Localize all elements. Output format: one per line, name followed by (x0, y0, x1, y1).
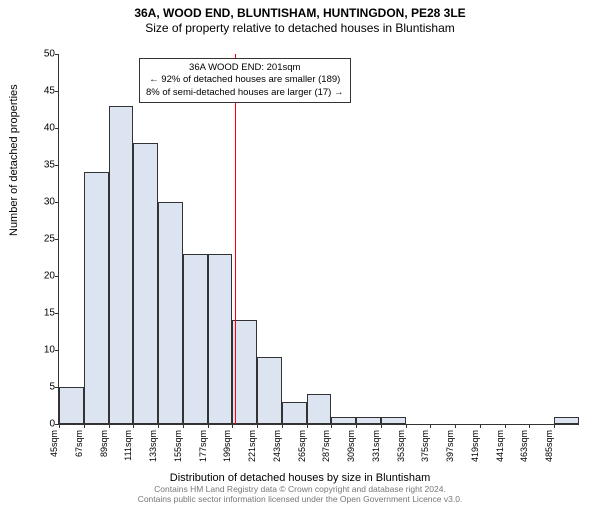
histogram-bar (84, 172, 109, 424)
x-tick-mark (282, 424, 283, 428)
histogram-bar (232, 320, 257, 424)
x-tick-mark (59, 424, 60, 428)
x-tick-label: 375sqm (420, 430, 430, 462)
x-tick-label: 485sqm (544, 430, 554, 462)
x-tick-label: 463sqm (519, 430, 529, 462)
histogram-bar (282, 402, 307, 424)
histogram-bar (381, 417, 406, 424)
histogram-bar (307, 394, 332, 424)
x-tick-label: 397sqm (445, 430, 455, 462)
x-tick-mark (109, 424, 110, 428)
histogram-bar (133, 143, 158, 424)
x-tick-label: 265sqm (297, 430, 307, 462)
x-tick-label: 133sqm (148, 430, 158, 462)
x-tick-mark (455, 424, 456, 428)
x-tick-mark (84, 424, 85, 428)
histogram-bar (59, 387, 84, 424)
y-tick-mark (55, 202, 59, 203)
x-tick-mark (307, 424, 308, 428)
x-tick-label: 155sqm (173, 430, 183, 462)
x-tick-mark (505, 424, 506, 428)
x-tick-label: 177sqm (198, 430, 208, 462)
annotation-box: 36A WOOD END: 201sqm← 92% of detached ho… (139, 58, 351, 103)
x-tick-label: 331sqm (371, 430, 381, 462)
x-tick-label: 89sqm (99, 430, 109, 457)
annotation-line2: ← 92% of detached houses are smaller (18… (146, 74, 344, 86)
footer-attribution: Contains HM Land Registry data © Crown c… (0, 484, 600, 504)
property-marker-line (235, 54, 236, 424)
histogram-bar (158, 202, 183, 424)
histogram-bar (109, 106, 134, 424)
x-tick-label: 67sqm (74, 430, 84, 457)
x-tick-label: 199sqm (222, 430, 232, 462)
y-tick-mark (55, 350, 59, 351)
chart-title-address: 36A, WOOD END, BLUNTISHAM, HUNTINGDON, P… (0, 6, 600, 20)
x-tick-mark (554, 424, 555, 428)
x-tick-mark (480, 424, 481, 428)
histogram-bar (356, 417, 381, 424)
y-tick-mark (55, 165, 59, 166)
x-tick-mark (406, 424, 407, 428)
y-axis-label: Number of detached properties (8, 84, 20, 236)
x-tick-mark (257, 424, 258, 428)
x-tick-label: 221sqm (247, 430, 257, 462)
x-tick-mark (208, 424, 209, 428)
x-tick-mark (232, 424, 233, 428)
chart-title-desc: Size of property relative to detached ho… (0, 21, 600, 35)
y-tick-mark (55, 91, 59, 92)
annotation-line1: 36A WOOD END: 201sqm (146, 62, 344, 74)
x-tick-mark (529, 424, 530, 428)
x-tick-label: 287sqm (321, 430, 331, 462)
histogram-bar (331, 417, 356, 424)
x-tick-mark (183, 424, 184, 428)
histogram-plot: 0510152025303540455045sqm67sqm89sqm111sq… (58, 54, 579, 425)
y-tick-mark (55, 54, 59, 55)
y-tick-mark (55, 128, 59, 129)
x-tick-label: 111sqm (123, 430, 133, 461)
footer-line1: Contains HM Land Registry data © Crown c… (0, 484, 600, 494)
x-tick-label: 309sqm (346, 430, 356, 462)
x-tick-label: 419sqm (470, 430, 480, 462)
x-tick-mark (331, 424, 332, 428)
histogram-bar (554, 417, 579, 424)
x-tick-mark (158, 424, 159, 428)
x-axis-label: Distribution of detached houses by size … (0, 472, 600, 484)
x-tick-label: 353sqm (396, 430, 406, 462)
x-tick-mark (356, 424, 357, 428)
y-tick-mark (55, 239, 59, 240)
x-tick-label: 243sqm (272, 430, 282, 462)
x-tick-mark (381, 424, 382, 428)
histogram-bar (208, 254, 233, 424)
y-tick-mark (55, 276, 59, 277)
y-tick-mark (55, 313, 59, 314)
x-tick-label: 45sqm (49, 430, 59, 457)
x-tick-mark (133, 424, 134, 428)
histogram-bar (257, 357, 282, 424)
x-tick-label: 441sqm (495, 430, 505, 462)
histogram-bar (183, 254, 208, 424)
annotation-line3: 8% of semi-detached houses are larger (1… (146, 87, 344, 99)
footer-line2: Contains public sector information licen… (0, 494, 600, 504)
x-tick-mark (430, 424, 431, 428)
